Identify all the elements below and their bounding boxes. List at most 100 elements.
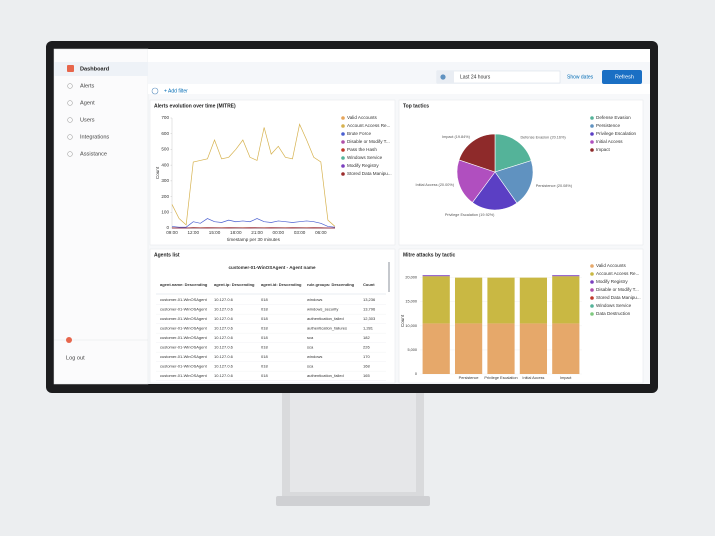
y-tick-label: 15,000 <box>405 300 417 304</box>
table-cell: customer-01-WinOSAgent <box>160 307 208 312</box>
line-series <box>171 218 336 228</box>
calendar-icon <box>440 74 446 80</box>
legend-swatch <box>590 124 594 128</box>
legend-label: Pass the Hash <box>347 147 377 152</box>
table-cell: 168 <box>363 364 370 369</box>
table-cell: customer-01-WinOSAgent <box>160 364 208 369</box>
panel <box>149 248 396 384</box>
legend-label: Valid Accounts <box>596 263 626 268</box>
legend-label: Account Access Re... <box>596 271 639 276</box>
table-cell: authentication_failed <box>307 316 344 321</box>
table-cell: 10.127.0.6 <box>214 335 234 340</box>
y-axis-label: Count <box>155 166 160 179</box>
table-cell: 13,236 <box>363 297 376 302</box>
y-tick-label: 500 <box>161 147 169 152</box>
x-tick-label: 06:00 <box>315 230 327 235</box>
table-cell: 165 <box>363 373 370 378</box>
table-cell: 10.127.0.6 <box>214 373 234 378</box>
show-dates[interactable]: Show dates <box>567 74 594 80</box>
stand-base <box>276 496 430 506</box>
y-tick-label: 20,000 <box>405 276 417 280</box>
filter-bar <box>148 62 650 84</box>
table-cell: 226 <box>363 345 370 350</box>
bar-segment <box>422 323 450 374</box>
bar-segment <box>552 323 580 374</box>
column-header[interactable]: rule.groups: Descending <box>307 282 355 287</box>
user-icon <box>66 337 72 343</box>
nav-item[interactable]: Users <box>80 117 95 123</box>
panel <box>149 99 396 246</box>
pie-slice <box>494 133 532 173</box>
nav-item[interactable]: Alerts <box>80 83 95 89</box>
bar-segment <box>422 276 450 324</box>
legend-swatch <box>341 148 345 152</box>
nav-item[interactable]: Agent <box>80 100 95 106</box>
nav-icon <box>67 117 73 123</box>
bar-segment <box>519 277 548 324</box>
bar-segment <box>552 275 580 277</box>
nav-item[interactable]: Assistance <box>80 151 107 157</box>
table-cell: 10.127.0.6 <box>214 297 234 302</box>
table-cell: 13,796 <box>363 307 376 312</box>
y-tick-label: 400 <box>161 162 169 167</box>
y-tick-label: 300 <box>161 178 169 183</box>
x-tick-label: Persistence <box>459 376 479 380</box>
y-axis-label: Count <box>400 314 405 327</box>
legend-label: Modify Registry <box>596 279 628 284</box>
table-cell: customer-01-WinOSAgent <box>160 316 208 321</box>
filter-icon <box>151 87 159 95</box>
pie-slice <box>494 160 534 204</box>
legend-swatch <box>341 172 345 176</box>
table-cell: sca <box>307 345 314 350</box>
slice-label: Defense Evasion (20.16%) <box>520 135 566 139</box>
x-tick-label: 03:00 <box>294 230 306 235</box>
legend-label: Disable or Modify T... <box>347 139 390 144</box>
scrollbar[interactable] <box>388 262 390 292</box>
stand-face <box>290 392 416 492</box>
table-cell: sca <box>307 335 314 340</box>
x-tick-label: Initial Access <box>522 376 544 380</box>
legend-swatch <box>590 148 594 152</box>
nav-item[interactable]: Dashboard <box>80 66 110 72</box>
slice-label: Initial Access (20.00%) <box>416 183 455 187</box>
logout[interactable]: Log out <box>66 355 85 361</box>
column-header[interactable]: agent.name: Descending <box>160 282 208 287</box>
column-header[interactable]: agent.id: Descending <box>261 282 302 287</box>
legend-label: Disable or Modify T... <box>596 287 639 292</box>
pie-slice <box>471 171 518 211</box>
legend-swatch <box>590 116 594 120</box>
slice-label: Impact (19.84%) <box>442 135 471 139</box>
y-tick-label: 5,000 <box>407 348 417 352</box>
column-header[interactable]: Count <box>363 282 375 287</box>
chart-title: Top tactics <box>403 103 429 109</box>
y-tick-label: 0 <box>415 372 417 376</box>
nav-icon <box>67 100 73 106</box>
nav-icon <box>67 151 73 157</box>
pie-slice <box>458 133 496 173</box>
table-cell: 018 <box>261 373 268 378</box>
column-header[interactable]: agent.ip: Descending <box>214 282 255 287</box>
legend-label: Stored Data Manipu... <box>596 295 641 300</box>
table-cell: customer-01-WinOSAgent <box>160 373 208 378</box>
table-cell: windows <box>307 354 322 359</box>
legend-label: Modify Registry <box>347 163 379 168</box>
table-cell: authentication_failed <box>307 373 344 378</box>
legend-label: Persistence <box>596 123 620 128</box>
time-picker[interactable] <box>436 70 561 84</box>
table-cell: customer-01-WinOSAgent <box>160 354 208 359</box>
table-cell: 10.127.0.6 <box>214 316 234 321</box>
legend-label: Privilege Escalation <box>596 131 637 136</box>
x-tick-label: 12:00 <box>188 230 200 235</box>
refresh-button[interactable] <box>602 70 642 84</box>
add-filter[interactable]: + Add filter <box>164 88 188 94</box>
bar-segment <box>454 323 483 374</box>
table-cell: 10.127.0.6 <box>214 354 234 359</box>
table-cell: 182 <box>363 335 370 340</box>
legend-swatch <box>590 296 594 300</box>
legend-label: Brute Force <box>347 131 371 136</box>
x-tick-label: 00:00 <box>273 230 285 235</box>
legend-label: Impact <box>596 147 611 152</box>
nav-item[interactable]: Integrations <box>80 134 109 140</box>
y-tick-label: 200 <box>161 194 169 199</box>
y-tick-label: 100 <box>161 210 169 215</box>
